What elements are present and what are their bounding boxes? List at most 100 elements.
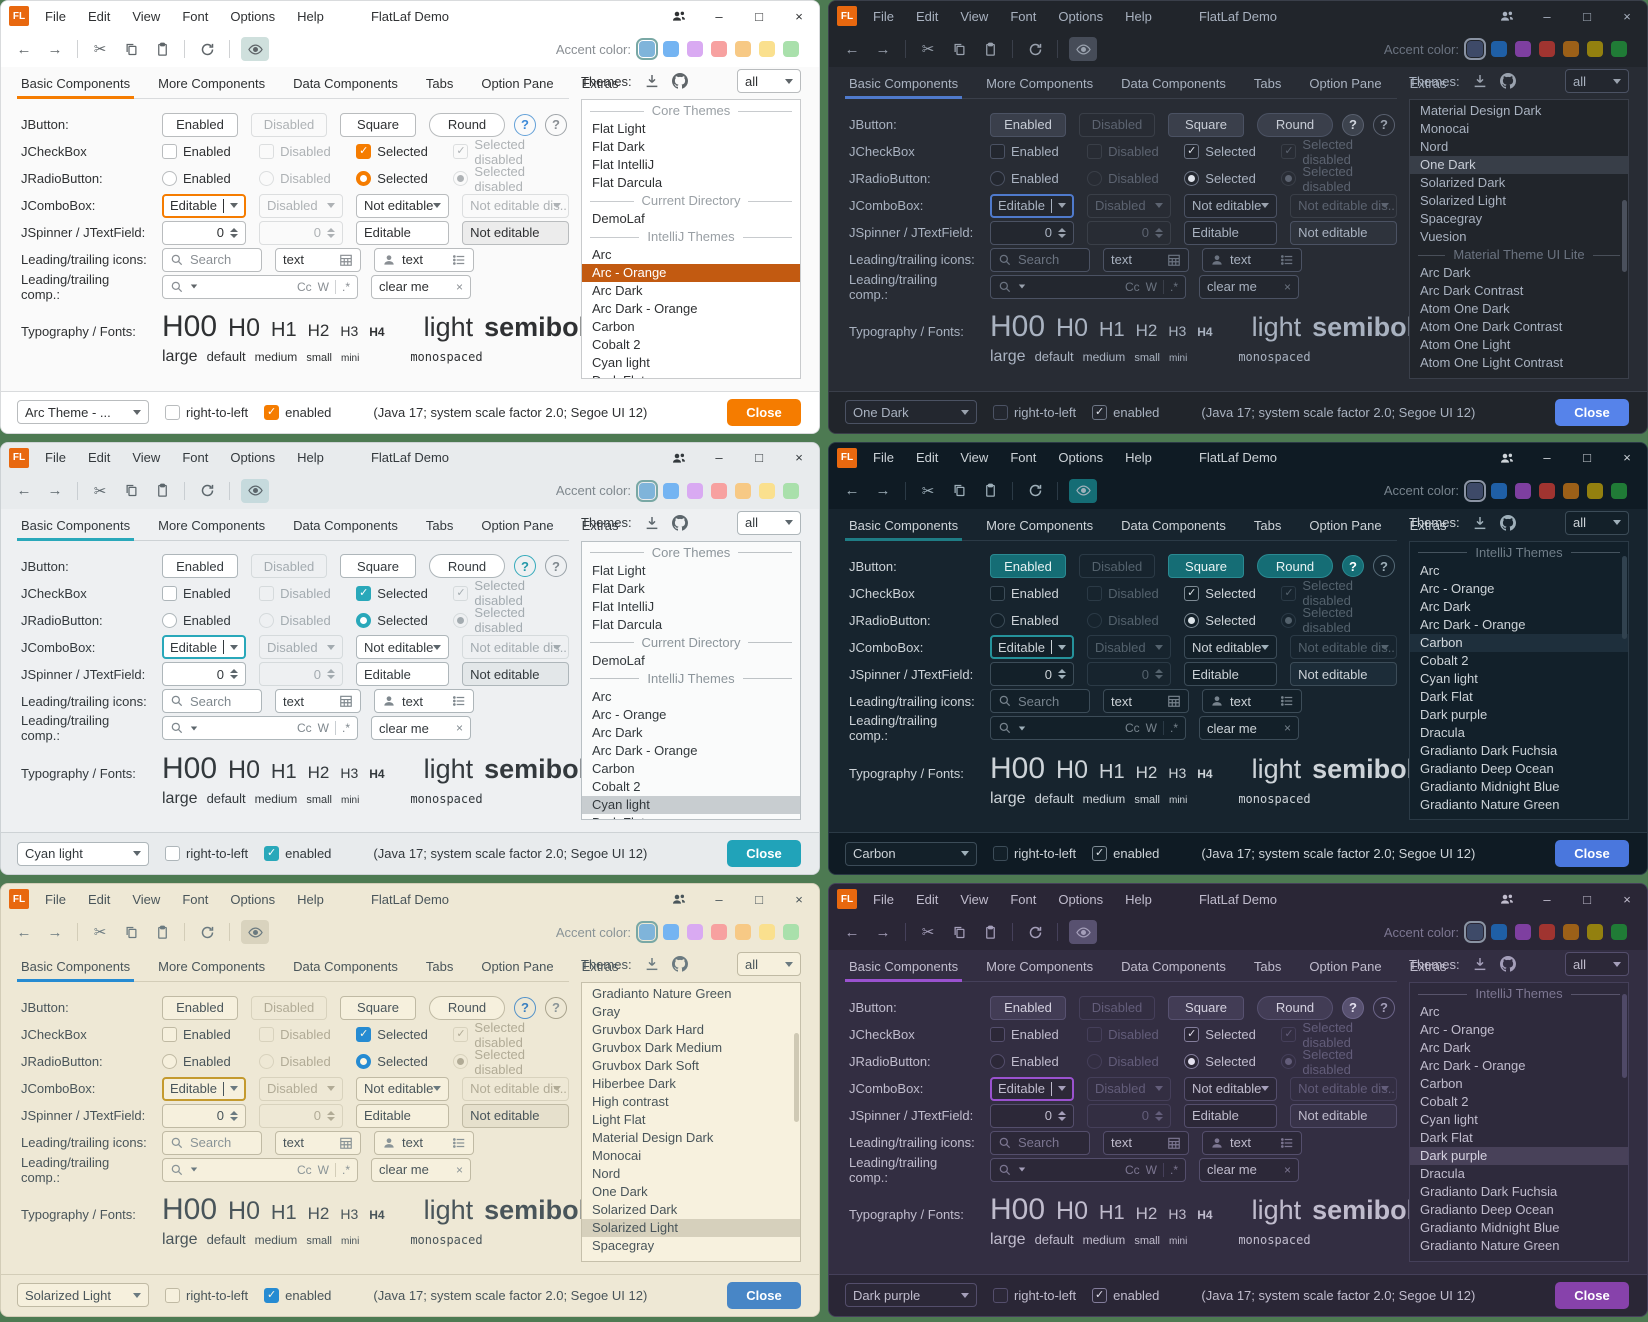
cut-icon[interactable]: ✂: [921, 482, 935, 500]
date-input[interactable]: text: [1103, 1130, 1189, 1155]
enabled-button[interactable]: Enabled: [162, 112, 238, 137]
close-window-button[interactable]: ×: [1623, 891, 1631, 907]
download-icon[interactable]: [1472, 73, 1488, 89]
radio-selected[interactable]: Selected: [356, 612, 440, 628]
users-icon[interactable]: [1499, 8, 1515, 24]
theme-item-arc[interactable]: Arc: [1420, 562, 1440, 578]
cut-icon[interactable]: ✂: [93, 924, 107, 942]
cut-icon[interactable]: ✂: [93, 482, 107, 500]
round-button[interactable]: Round: [429, 554, 505, 579]
enabled-checkbox[interactable]: ✓ enabled: [264, 404, 331, 420]
current-theme-combobox[interactable]: One Dark: [845, 400, 977, 425]
accent-swatch-3[interactable]: [687, 41, 703, 57]
spinner-enabled[interactable]: 0: [990, 662, 1074, 687]
close-button[interactable]: Close: [1555, 398, 1629, 426]
theme-item-gruvbox-dark-soft[interactable]: Gruvbox Dark Soft: [592, 1058, 699, 1074]
help-button-secondary[interactable]: ?: [1373, 113, 1395, 136]
tab-more-components[interactable]: More Components: [986, 76, 1094, 91]
accent-swatch-6[interactable]: [1587, 482, 1603, 499]
forward-icon[interactable]: →: [875, 40, 891, 58]
menu-view[interactable]: View: [960, 891, 989, 907]
theme-item-solarized-dark[interactable]: Solarized Dark: [1420, 175, 1506, 190]
tab-extras[interactable]: Extras: [581, 959, 619, 975]
theme-item-gradianto-deep-ocean[interactable]: Gradianto Deep Ocean: [1420, 1202, 1554, 1218]
radio-selected[interactable]: Selected: [356, 1054, 440, 1070]
square-button[interactable]: Square: [340, 995, 416, 1020]
accent-swatch-7[interactable]: [783, 482, 799, 499]
help-button-secondary[interactable]: ?: [1373, 996, 1395, 1019]
chevron-down-icon[interactable]: [190, 726, 198, 731]
combobox-not-editable[interactable]: Not editable: [355, 1076, 450, 1101]
tab-tabs[interactable]: Tabs: [1253, 517, 1282, 533]
round-button[interactable]: Round: [1257, 554, 1333, 579]
user-input[interactable]: text: [1202, 689, 1302, 714]
search-with-options-input[interactable]: Cc W .*: [990, 274, 1186, 299]
users-icon[interactable]: [671, 8, 687, 24]
theme-item-flat-darcula[interactable]: Flat Darcula: [592, 175, 663, 190]
theme-item-arc-orange[interactable]: Arc - Orange: [1420, 1022, 1495, 1038]
forward-icon[interactable]: →: [47, 482, 63, 500]
regex-button[interactable]: .*: [1169, 721, 1178, 736]
regex-button[interactable]: .*: [1169, 279, 1178, 294]
theme-item-dracula[interactable]: Dracula: [1420, 724, 1465, 740]
date-input[interactable]: text: [275, 689, 361, 714]
date-input[interactable]: text: [275, 247, 361, 272]
download-icon[interactable]: [644, 73, 660, 89]
enabled-checkbox[interactable]: ✓ enabled: [264, 1287, 331, 1303]
tab-more-components[interactable]: More Components: [986, 959, 1094, 975]
menu-file[interactable]: File: [45, 8, 66, 24]
radio-selected[interactable]: Selected: [356, 171, 440, 186]
calendar-icon[interactable]: [339, 253, 353, 267]
checkbox-enabled[interactable]: Enabled: [990, 1027, 1074, 1043]
textfield-editable[interactable]: Editable: [355, 220, 450, 245]
match-case-button[interactable]: Cc: [296, 1162, 312, 1177]
whole-words-button[interactable]: W: [1145, 721, 1157, 736]
right-to-left-checkbox[interactable]: right-to-left: [165, 404, 248, 420]
combobox-not-editable[interactable]: Not editable: [1183, 635, 1278, 660]
radio-selected[interactable]: Selected: [1184, 1054, 1268, 1070]
close-window-button[interactable]: ×: [795, 450, 803, 466]
paste-icon[interactable]: [151, 38, 173, 60]
calendar-icon[interactable]: [339, 694, 353, 708]
checkbox-selected[interactable]: ✓ Selected: [1184, 144, 1268, 159]
match-case-button[interactable]: Cc: [1124, 279, 1140, 294]
theme-item-high-contrast[interactable]: High contrast: [592, 1094, 669, 1110]
minimize-button[interactable]: –: [715, 891, 723, 907]
menu-help[interactable]: Help: [297, 8, 324, 24]
theme-item-atom-one-dark[interactable]: Atom One Dark: [1420, 301, 1510, 316]
close-button[interactable]: Close: [727, 398, 801, 426]
theme-item-arc[interactable]: Arc: [1420, 1004, 1440, 1020]
github-icon[interactable]: [671, 514, 688, 531]
show-hidden-eye-toggle[interactable]: [1069, 920, 1097, 945]
close-window-button[interactable]: ×: [795, 8, 803, 24]
tab-more-components[interactable]: More Components: [158, 959, 266, 975]
help-button-primary[interactable]: ?: [514, 555, 536, 578]
menu-edit[interactable]: Edit: [915, 450, 939, 466]
combobox-editable[interactable]: Editable: [162, 635, 246, 660]
radio-enabled[interactable]: Enabled: [990, 1054, 1074, 1070]
forward-icon[interactable]: →: [47, 40, 63, 58]
right-to-left-checkbox[interactable]: right-to-left: [165, 1287, 248, 1303]
scrollbar-thumb[interactable]: [1622, 994, 1627, 1078]
textfield-editable[interactable]: Editable: [355, 662, 450, 687]
download-icon[interactable]: [644, 956, 660, 972]
maximize-button[interactable]: □: [755, 891, 763, 907]
theme-item-monocai[interactable]: Monocai: [1420, 121, 1470, 136]
theme-item-gradianto-dark-fuchsia[interactable]: Gradianto Dark Fuchsia: [1420, 1184, 1558, 1200]
theme-item-flat-dark[interactable]: Flat Dark: [592, 139, 645, 154]
theme-item-flat-intellij[interactable]: Flat IntelliJ: [592, 157, 655, 172]
theme-item-dark-purple[interactable]: Dark purple: [1410, 1147, 1628, 1166]
round-button[interactable]: Round: [1257, 995, 1333, 1020]
clearable-input[interactable]: clear me ×: [371, 716, 471, 741]
tab-tabs[interactable]: Tabs: [425, 959, 454, 975]
accent-swatch-5[interactable]: [735, 41, 751, 57]
accent-swatch-6[interactable]: [759, 924, 775, 941]
tab-basic-components[interactable]: Basic Components: [844, 959, 963, 983]
square-button[interactable]: Square: [1168, 554, 1244, 579]
combobox-not-editable[interactable]: Not editable: [355, 635, 450, 660]
copy-icon[interactable]: [120, 480, 142, 502]
menu-help[interactable]: Help: [1125, 891, 1152, 907]
combobox-editable[interactable]: Editable: [990, 193, 1074, 218]
close-window-button[interactable]: ×: [1623, 8, 1631, 24]
accent-swatch-1[interactable]: [636, 479, 658, 502]
